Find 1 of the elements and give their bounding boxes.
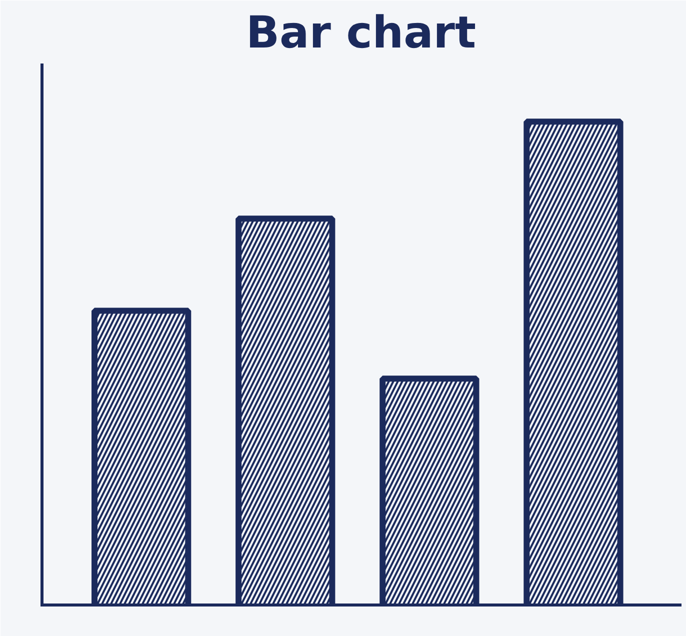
chart-title: Bar chart (246, 8, 476, 58)
